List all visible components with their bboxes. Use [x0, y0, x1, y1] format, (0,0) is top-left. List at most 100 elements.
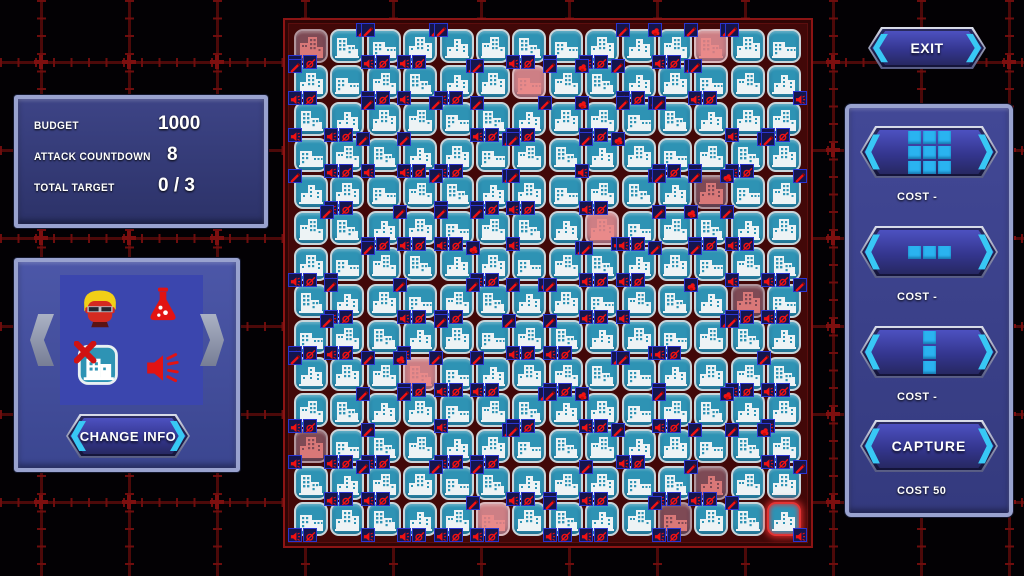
board-tile[interactable]: [585, 423, 626, 464]
board-tile[interactable]: [330, 502, 365, 537]
board-tile[interactable]: [615, 429, 656, 470]
board-tile[interactable]: [730, 174, 765, 209]
board-tile[interactable]: [621, 320, 662, 361]
board-tile[interactable]: [360, 241, 401, 282]
board-tile[interactable]: [397, 132, 438, 179]
board-tile[interactable]: [397, 502, 438, 543]
board-tile[interactable]: [433, 174, 474, 215]
board-tile[interactable]: [761, 247, 802, 288]
board-tile[interactable]: [724, 23, 765, 63]
board-tile[interactable]: [548, 211, 583, 245]
board-tile[interactable]: [579, 101, 620, 142]
board-tile[interactable]: [621, 393, 656, 427]
selected-tile[interactable]: [767, 502, 808, 543]
board-tile[interactable]: [288, 314, 334, 361]
board-tile[interactable]: [767, 320, 802, 355]
board-tile[interactable]: [579, 132, 626, 173]
board-tile[interactable]: [470, 423, 516, 470]
board-tile[interactable]: [360, 23, 401, 69]
board-tile[interactable]: [579, 502, 620, 543]
board-tile[interactable]: [433, 138, 474, 179]
board-tile[interactable]: [324, 320, 365, 361]
board-tile[interactable]: [366, 277, 407, 318]
board-tile[interactable]: [730, 393, 765, 427]
board-tile[interactable]: [330, 23, 371, 63]
board-tile[interactable]: [506, 95, 553, 142]
board-tile[interactable]: [288, 29, 328, 69]
board-tile[interactable]: [724, 283, 765, 324]
board-tile[interactable]: [324, 101, 365, 142]
board-tile[interactable]: [324, 132, 371, 179]
board-tile[interactable]: [652, 23, 698, 69]
shop-pattern-col-button[interactable]: [860, 326, 998, 378]
board-tile[interactable]: [724, 350, 771, 397]
board-tile[interactable]: [397, 65, 438, 106]
board-tile[interactable]: [694, 387, 735, 427]
board-tile[interactable]: [579, 241, 620, 288]
board-tile[interactable]: [767, 211, 802, 245]
board-tile[interactable]: [585, 211, 626, 251]
shop-pattern-3x3-button[interactable]: [860, 126, 998, 178]
board-tile[interactable]: [330, 65, 365, 100]
shop-pattern-row-button[interactable]: [860, 226, 998, 278]
board-tile[interactable]: [585, 350, 626, 391]
board-tile[interactable]: [579, 459, 620, 506]
board-tile[interactable]: [542, 277, 583, 318]
board-tile[interactable]: [767, 168, 808, 209]
board-tile[interactable]: [403, 247, 438, 282]
board-tile[interactable]: [658, 277, 698, 318]
board-tile[interactable]: [761, 429, 802, 470]
board-tile[interactable]: [694, 356, 729, 391]
board-tile[interactable]: [366, 174, 401, 209]
board-tile[interactable]: [652, 138, 692, 179]
board-tile[interactable]: [694, 101, 729, 136]
board-tile[interactable]: [330, 211, 365, 245]
board-tile[interactable]: [324, 429, 365, 470]
board-tile[interactable]: [360, 465, 401, 506]
board-tile[interactable]: [730, 65, 765, 100]
board-tile[interactable]: [506, 168, 547, 215]
board-tile[interactable]: [542, 356, 583, 397]
board-tile[interactable]: [397, 387, 438, 427]
board-tile[interactable]: [542, 59, 589, 100]
board-tile[interactable]: [506, 320, 547, 361]
board-tile[interactable]: [724, 423, 771, 464]
board-tile[interactable]: [688, 168, 735, 209]
board-tile[interactable]: [470, 95, 510, 142]
board-tile[interactable]: [439, 241, 480, 282]
board-tile[interactable]: [542, 314, 583, 361]
board-tile[interactable]: [548, 429, 583, 464]
board-tile[interactable]: [621, 465, 656, 500]
board-tile[interactable]: [579, 393, 620, 433]
board-tile[interactable]: [476, 29, 510, 63]
board-tile[interactable]: [542, 387, 589, 427]
board-tile[interactable]: [506, 132, 547, 173]
board-tile[interactable]: [694, 502, 729, 537]
board-tile[interactable]: [470, 168, 516, 215]
board-tile[interactable]: [548, 95, 589, 136]
change-info-button[interactable]: CHANGE INFO: [66, 414, 190, 458]
board-tile[interactable]: [767, 459, 808, 500]
board-tile[interactable]: [294, 138, 328, 173]
board-tile[interactable]: [652, 502, 692, 543]
board-tile[interactable]: [621, 138, 656, 173]
board-tile[interactable]: [688, 205, 735, 251]
board-tile[interactable]: [615, 283, 656, 324]
board-tile[interactable]: [360, 138, 401, 179]
board-tile[interactable]: [288, 350, 328, 391]
board-tile[interactable]: [579, 29, 620, 69]
board-tile[interactable]: [288, 393, 328, 433]
board-tile[interactable]: [542, 29, 583, 69]
board-tile[interactable]: [658, 59, 698, 100]
board-tile[interactable]: [548, 241, 589, 282]
board-tile[interactable]: [433, 496, 480, 543]
board-tile[interactable]: [621, 496, 662, 537]
board-tile[interactable]: [585, 320, 620, 355]
board-tile[interactable]: [542, 465, 583, 506]
capture-button[interactable]: CAPTURE: [860, 420, 998, 472]
board-tile[interactable]: [652, 320, 692, 361]
board-tile[interactable]: [294, 465, 328, 500]
board-tile[interactable]: [330, 387, 371, 427]
char-prev-arrow[interactable]: [30, 314, 54, 366]
board-tile[interactable]: [506, 423, 547, 464]
